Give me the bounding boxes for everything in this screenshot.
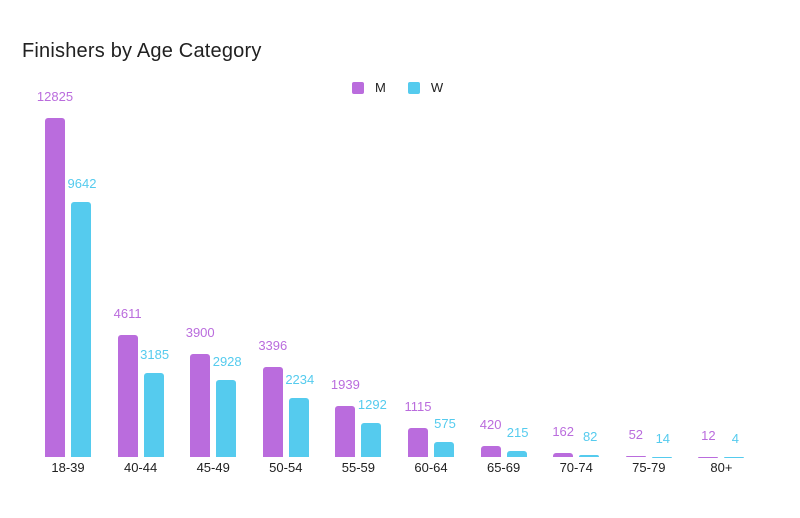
value-label-w-18-39: 9642 bbox=[67, 176, 97, 192]
legend-label-m: M bbox=[375, 80, 386, 95]
bar-m-65-69 bbox=[480, 445, 501, 457]
value-label-w-80+: 4 bbox=[731, 430, 739, 446]
value-label-w-55-59: 1292 bbox=[357, 396, 387, 412]
axis-label-75-79: 75-79 bbox=[632, 460, 666, 475]
bar-m-55-59 bbox=[335, 405, 356, 457]
axis-label-70-74: 70-74 bbox=[559, 460, 593, 475]
bar-w-55-59 bbox=[361, 422, 382, 457]
axis-label-55-59: 55-59 bbox=[341, 460, 376, 475]
legend-swatch-w-icon bbox=[407, 81, 420, 94]
value-label-m-18-39: 12825 bbox=[36, 89, 74, 104]
value-label-w-60-64: 575 bbox=[434, 415, 456, 431]
bar-w-18-39 bbox=[71, 202, 91, 457]
bar-m-70-74 bbox=[553, 452, 574, 457]
axis-label-80+: 80+ bbox=[710, 460, 733, 475]
axis-label-18-39: 18-39 bbox=[51, 460, 85, 475]
value-label-w-50-54: 2234 bbox=[285, 371, 315, 387]
value-label-w-70-74: 82 bbox=[582, 428, 598, 444]
legend-item-w: W bbox=[407, 80, 444, 95]
value-label-m-70-74: 162 bbox=[552, 423, 575, 439]
value-label-m-45-49: 3900 bbox=[185, 324, 215, 340]
value-label-m-65-69: 420 bbox=[479, 416, 502, 432]
bar-w-65-69 bbox=[506, 451, 527, 457]
bar-w-40-44 bbox=[143, 372, 164, 457]
value-label-m-80+: 12 bbox=[701, 427, 716, 443]
axis-label-45-49: 45-49 bbox=[196, 460, 230, 475]
legend-swatch-m-icon bbox=[352, 81, 364, 94]
bar-w-45-49 bbox=[216, 379, 237, 457]
bar-m-50-54 bbox=[262, 367, 283, 457]
chart-title: Finishers by Age Category bbox=[22, 40, 262, 62]
value-label-w-45-49: 2928 bbox=[212, 353, 242, 369]
bar-w-60-64 bbox=[434, 441, 454, 457]
bar-w-70-74 bbox=[579, 454, 600, 457]
legend-label-w: W bbox=[430, 80, 444, 95]
axis-label-65-69: 65-69 bbox=[486, 460, 521, 475]
bar-m-60-64 bbox=[408, 427, 428, 457]
chart-legend: M W bbox=[352, 80, 443, 95]
bar-m-18-39 bbox=[45, 118, 65, 457]
value-label-m-75-79: 52 bbox=[628, 426, 644, 442]
bar-m-45-49 bbox=[190, 353, 211, 457]
value-label-m-60-64: 1115 bbox=[404, 398, 432, 414]
axis-label-50-54: 50-54 bbox=[269, 460, 303, 475]
legend-item-m: M bbox=[352, 80, 386, 95]
bar-m-75-79 bbox=[625, 455, 646, 457]
axis-label-40-44: 40-44 bbox=[123, 460, 158, 475]
bar-w-50-54 bbox=[288, 397, 309, 457]
value-label-m-40-44: 4611 bbox=[113, 306, 142, 322]
value-label-w-65-69: 215 bbox=[506, 425, 529, 441]
value-label-m-55-59: 1939 bbox=[330, 376, 360, 392]
value-label-m-50-54: 3396 bbox=[258, 338, 288, 354]
value-label-w-40-44: 3185 bbox=[140, 346, 170, 362]
value-label-w-75-79: 14 bbox=[655, 430, 671, 446]
bar-m-40-44 bbox=[117, 335, 138, 457]
axis-label-60-64: 60-64 bbox=[414, 460, 448, 475]
